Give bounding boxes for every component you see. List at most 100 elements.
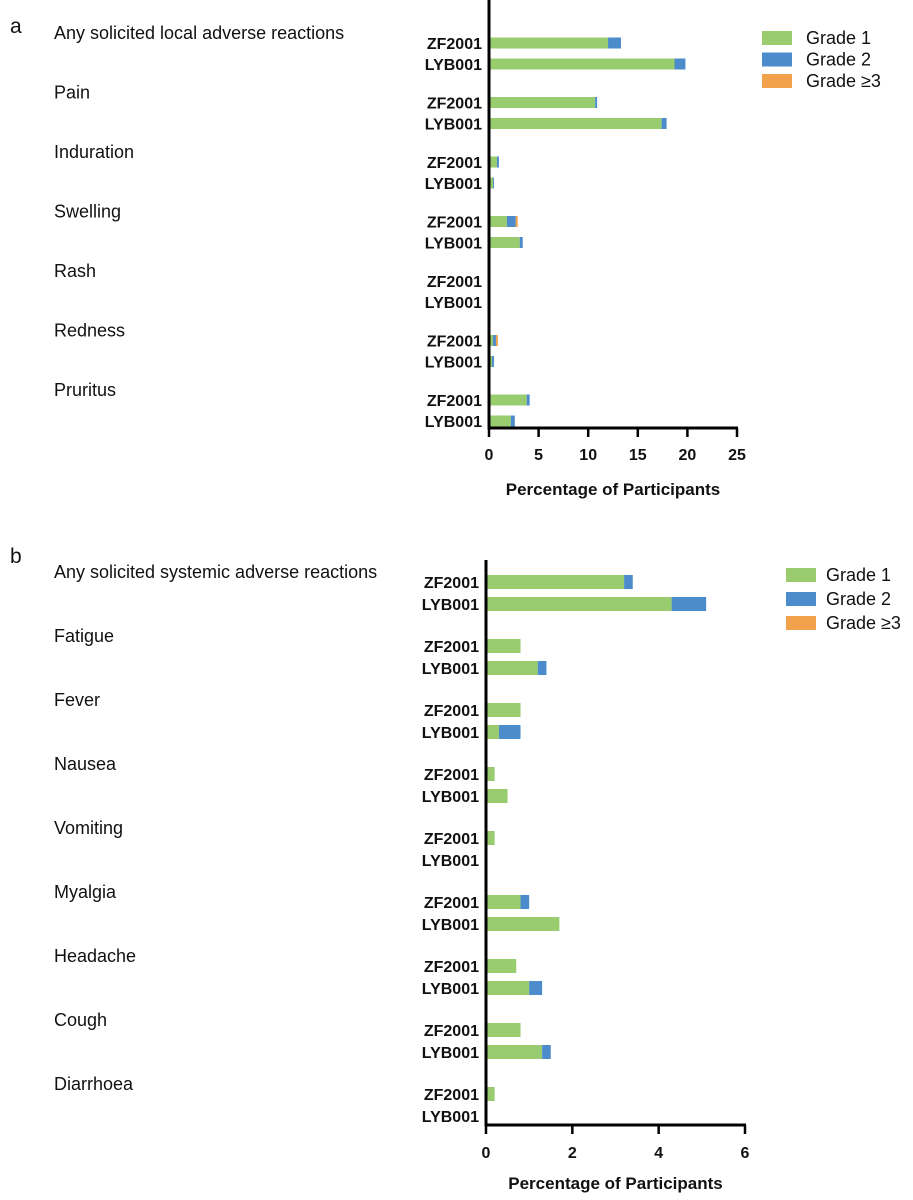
- panel-b-group-label-lyb001: LYB001: [422, 917, 479, 934]
- panel-b-category-diarrhoea: Diarrhoea: [54, 1074, 134, 1094]
- panel-a-bar-pain-lyb001-grade-1: [489, 118, 662, 129]
- panel-a-x-tick-label: 15: [629, 447, 647, 464]
- panel-b-group-label-lyb001: LYB001: [422, 789, 479, 806]
- panel-a-bar-induration-zf2001-grade-2: [496, 156, 499, 168]
- panel-b-bar-diarrhoea-zf2001-grade-1: [486, 1087, 495, 1101]
- panel-a-legend-swatch-grade-3: [762, 74, 792, 88]
- panel-a-x-axis-title: Percentage of Participants: [506, 480, 720, 499]
- panel-b-x-axis-title: Percentage of Participants: [508, 1174, 722, 1193]
- panel-a-legend-swatch-grade-1: [762, 31, 792, 45]
- panel-b-bar-fatigue-lyb001-grade-2: [537, 661, 547, 675]
- panel-b-group-label-zf2001: ZF2001: [424, 703, 479, 720]
- panel-b-category-nausea: Nausea: [54, 754, 117, 774]
- panel-b-category-headache: Headache: [54, 946, 136, 966]
- panel-b-bar-myalgia-zf2001-grade-1: [486, 895, 521, 909]
- panel-b-group-label-lyb001: LYB001: [422, 981, 479, 998]
- panel-b-bar-nausea-lyb001-grade-1: [486, 789, 508, 803]
- panel-a-category-rash: Rash: [54, 261, 96, 281]
- panel-a-bar-any-solicited-local-adverse-reactions-zf2001-grade-1: [489, 37, 609, 49]
- panel-b-bar-headache-zf2001-grade-1: [486, 959, 517, 973]
- panel-b-group-label-lyb001: LYB001: [422, 661, 479, 678]
- panel-a-category-redness: Redness: [54, 321, 125, 341]
- panel-b-x-tick-label: 2: [568, 1145, 577, 1162]
- panel-b-bar-cough-zf2001-grade-1: [486, 1023, 521, 1037]
- panel-b-group-label-zf2001: ZF2001: [424, 959, 479, 976]
- panel-a-bar-pruritus-lyb001-grade-2: [510, 415, 515, 427]
- panel-b-bar-vomiting-zf2001-grade-1: [486, 831, 495, 845]
- panel-a-bar-any-solicited-local-adverse-reactions-lyb001-grade-2: [674, 58, 686, 70]
- panel-b-bar-fatigue-zf2001-grade-1: [486, 639, 521, 653]
- panel-a-bar-redness-lyb001-grade-2: [491, 356, 494, 367]
- panel-b-group-label-zf2001: ZF2001: [424, 639, 479, 656]
- panel-a-bar-pain-zf2001-grade-1: [489, 97, 596, 108]
- panel-a-group-label-zf2001: ZF2001: [427, 393, 482, 410]
- panel-a-category-induration: Induration: [54, 142, 134, 162]
- panel-b-bar-cough-lyb001-grade-1: [486, 1045, 543, 1059]
- panel-a-legend-label-grade-1: Grade 1: [806, 28, 871, 48]
- panel-a-bar-swelling-lyb001-grade-2: [519, 237, 523, 248]
- panel-b-bar-headache-lyb001-grade-1: [486, 981, 530, 995]
- panel-b-legend-swatch-grade-3: [786, 616, 816, 630]
- panel-a-bar-swelling-zf2001-grade-1: [489, 216, 507, 227]
- panel-a-category-swelling: Swelling: [54, 202, 121, 222]
- panel-b-bar-any-solicited-systemic-adverse-reactions-zf2001-grade-1: [486, 575, 625, 589]
- panel-a-group-label-lyb001: LYB001: [425, 355, 482, 372]
- panel-b-group-label-zf2001: ZF2001: [424, 895, 479, 912]
- panel-a-x-tick-label: 20: [679, 447, 697, 464]
- panel-a-group-label-lyb001: LYB001: [425, 117, 482, 134]
- panel-b-group-label-lyb001: LYB001: [422, 853, 479, 870]
- panel-b-group-label-zf2001: ZF2001: [424, 1087, 479, 1104]
- panel-a-bar-pruritus-zf2001-grade-2: [526, 394, 530, 406]
- panel-a-bar-any-solicited-local-adverse-reactions-lyb001-grade-1: [489, 58, 675, 70]
- panel-a-bar-pruritus-lyb001-grade-1: [489, 415, 511, 427]
- panel-a-group-label-lyb001: LYB001: [425, 57, 482, 74]
- panel-a-group-label-zf2001: ZF2001: [427, 215, 482, 232]
- panel-b-bar-fever-zf2001-grade-1: [486, 703, 521, 717]
- panel-a-group-label-zf2001: ZF2001: [427, 274, 482, 291]
- panel-b-bar-fever-lyb001-grade-2: [498, 725, 521, 739]
- panel-a-group-label-zf2001: ZF2001: [427, 334, 482, 351]
- panel-b-bar-myalgia-zf2001-grade-2: [520, 895, 530, 909]
- panel-a-chart: a Any solicited local adverse reactions Z…: [10, 0, 881, 499]
- panel-a-bar-induration-lyb001-grade-1: [489, 177, 493, 189]
- panel-a-bar-swelling-zf2001-grade-3: [515, 216, 518, 227]
- panel-a-x-tick-label: 10: [579, 447, 597, 464]
- panel-a-group-label-lyb001: LYB001: [425, 414, 482, 431]
- panel-b-legend-label-grade-3: Grade ≥3: [826, 613, 901, 633]
- panel-a-group-label-zf2001: ZF2001: [427, 96, 482, 113]
- panel-letter-b: b: [10, 545, 22, 568]
- panel-b-group-label-zf2001: ZF2001: [424, 1023, 479, 1040]
- panel-b-x-tick-label: 0: [482, 1145, 491, 1162]
- panel-b-group-label-zf2001: ZF2001: [424, 767, 479, 784]
- panel-letter-a: a: [10, 15, 22, 38]
- panel-b-legend-label-grade-2: Grade 2: [826, 589, 891, 609]
- panel-a-bar-any-solicited-local-adverse-reactions-zf2001-grade-2: [608, 37, 621, 49]
- panel-b-bar-nausea-zf2001-grade-1: [486, 767, 495, 781]
- panel-a-legend-label-grade-2: Grade 2: [806, 50, 871, 70]
- panel-b-x-tick-label: 6: [741, 1145, 750, 1162]
- panel-b-group-label-lyb001: LYB001: [422, 1109, 479, 1126]
- panel-a-bar-swelling-lyb001-grade-1: [489, 237, 520, 248]
- panel-a-group-label-lyb001: LYB001: [425, 176, 482, 193]
- panel-b-x-tick-label: 4: [654, 1145, 663, 1162]
- panel-a-bar-redness-zf2001-grade-3: [495, 335, 498, 346]
- panel-a-bar-swelling-zf2001-grade-2: [506, 216, 516, 227]
- panel-b-bar-cough-lyb001-grade-2: [542, 1045, 551, 1059]
- panel-a-x-tick-label: 5: [534, 447, 543, 464]
- panel-a-bar-redness-zf2001-grade-2: [492, 335, 496, 346]
- panel-b-category-fever: Fever: [54, 690, 100, 710]
- panel-a-bar-induration-zf2001-grade-1: [489, 156, 497, 168]
- panel-a-x-tick-label: 25: [728, 447, 746, 464]
- panel-a-category-any-solicited-local-adverse-reactions: Any solicited local adverse reactions: [54, 23, 344, 43]
- panel-a-legend-label-grade-3: Grade ≥3: [806, 71, 881, 91]
- panel-b-bar-any-solicited-systemic-adverse-reactions-lyb001-grade-2: [671, 597, 707, 611]
- panel-b-category-cough: Cough: [54, 1010, 107, 1030]
- panel-b-bar-fatigue-lyb001-grade-1: [486, 661, 538, 675]
- panel-a-bar-redness-zf2001-grade-1: [489, 335, 493, 346]
- panel-b-chart: b Any solicited systemic adverse reactio…: [10, 545, 901, 1193]
- panel-b-group-label-zf2001: ZF2001: [424, 831, 479, 848]
- panel-b-bar-any-solicited-systemic-adverse-reactions-lyb001-grade-1: [486, 597, 672, 611]
- panel-b-legend-label-grade-1: Grade 1: [826, 565, 891, 585]
- panel-a-x-tick-label: 0: [485, 447, 494, 464]
